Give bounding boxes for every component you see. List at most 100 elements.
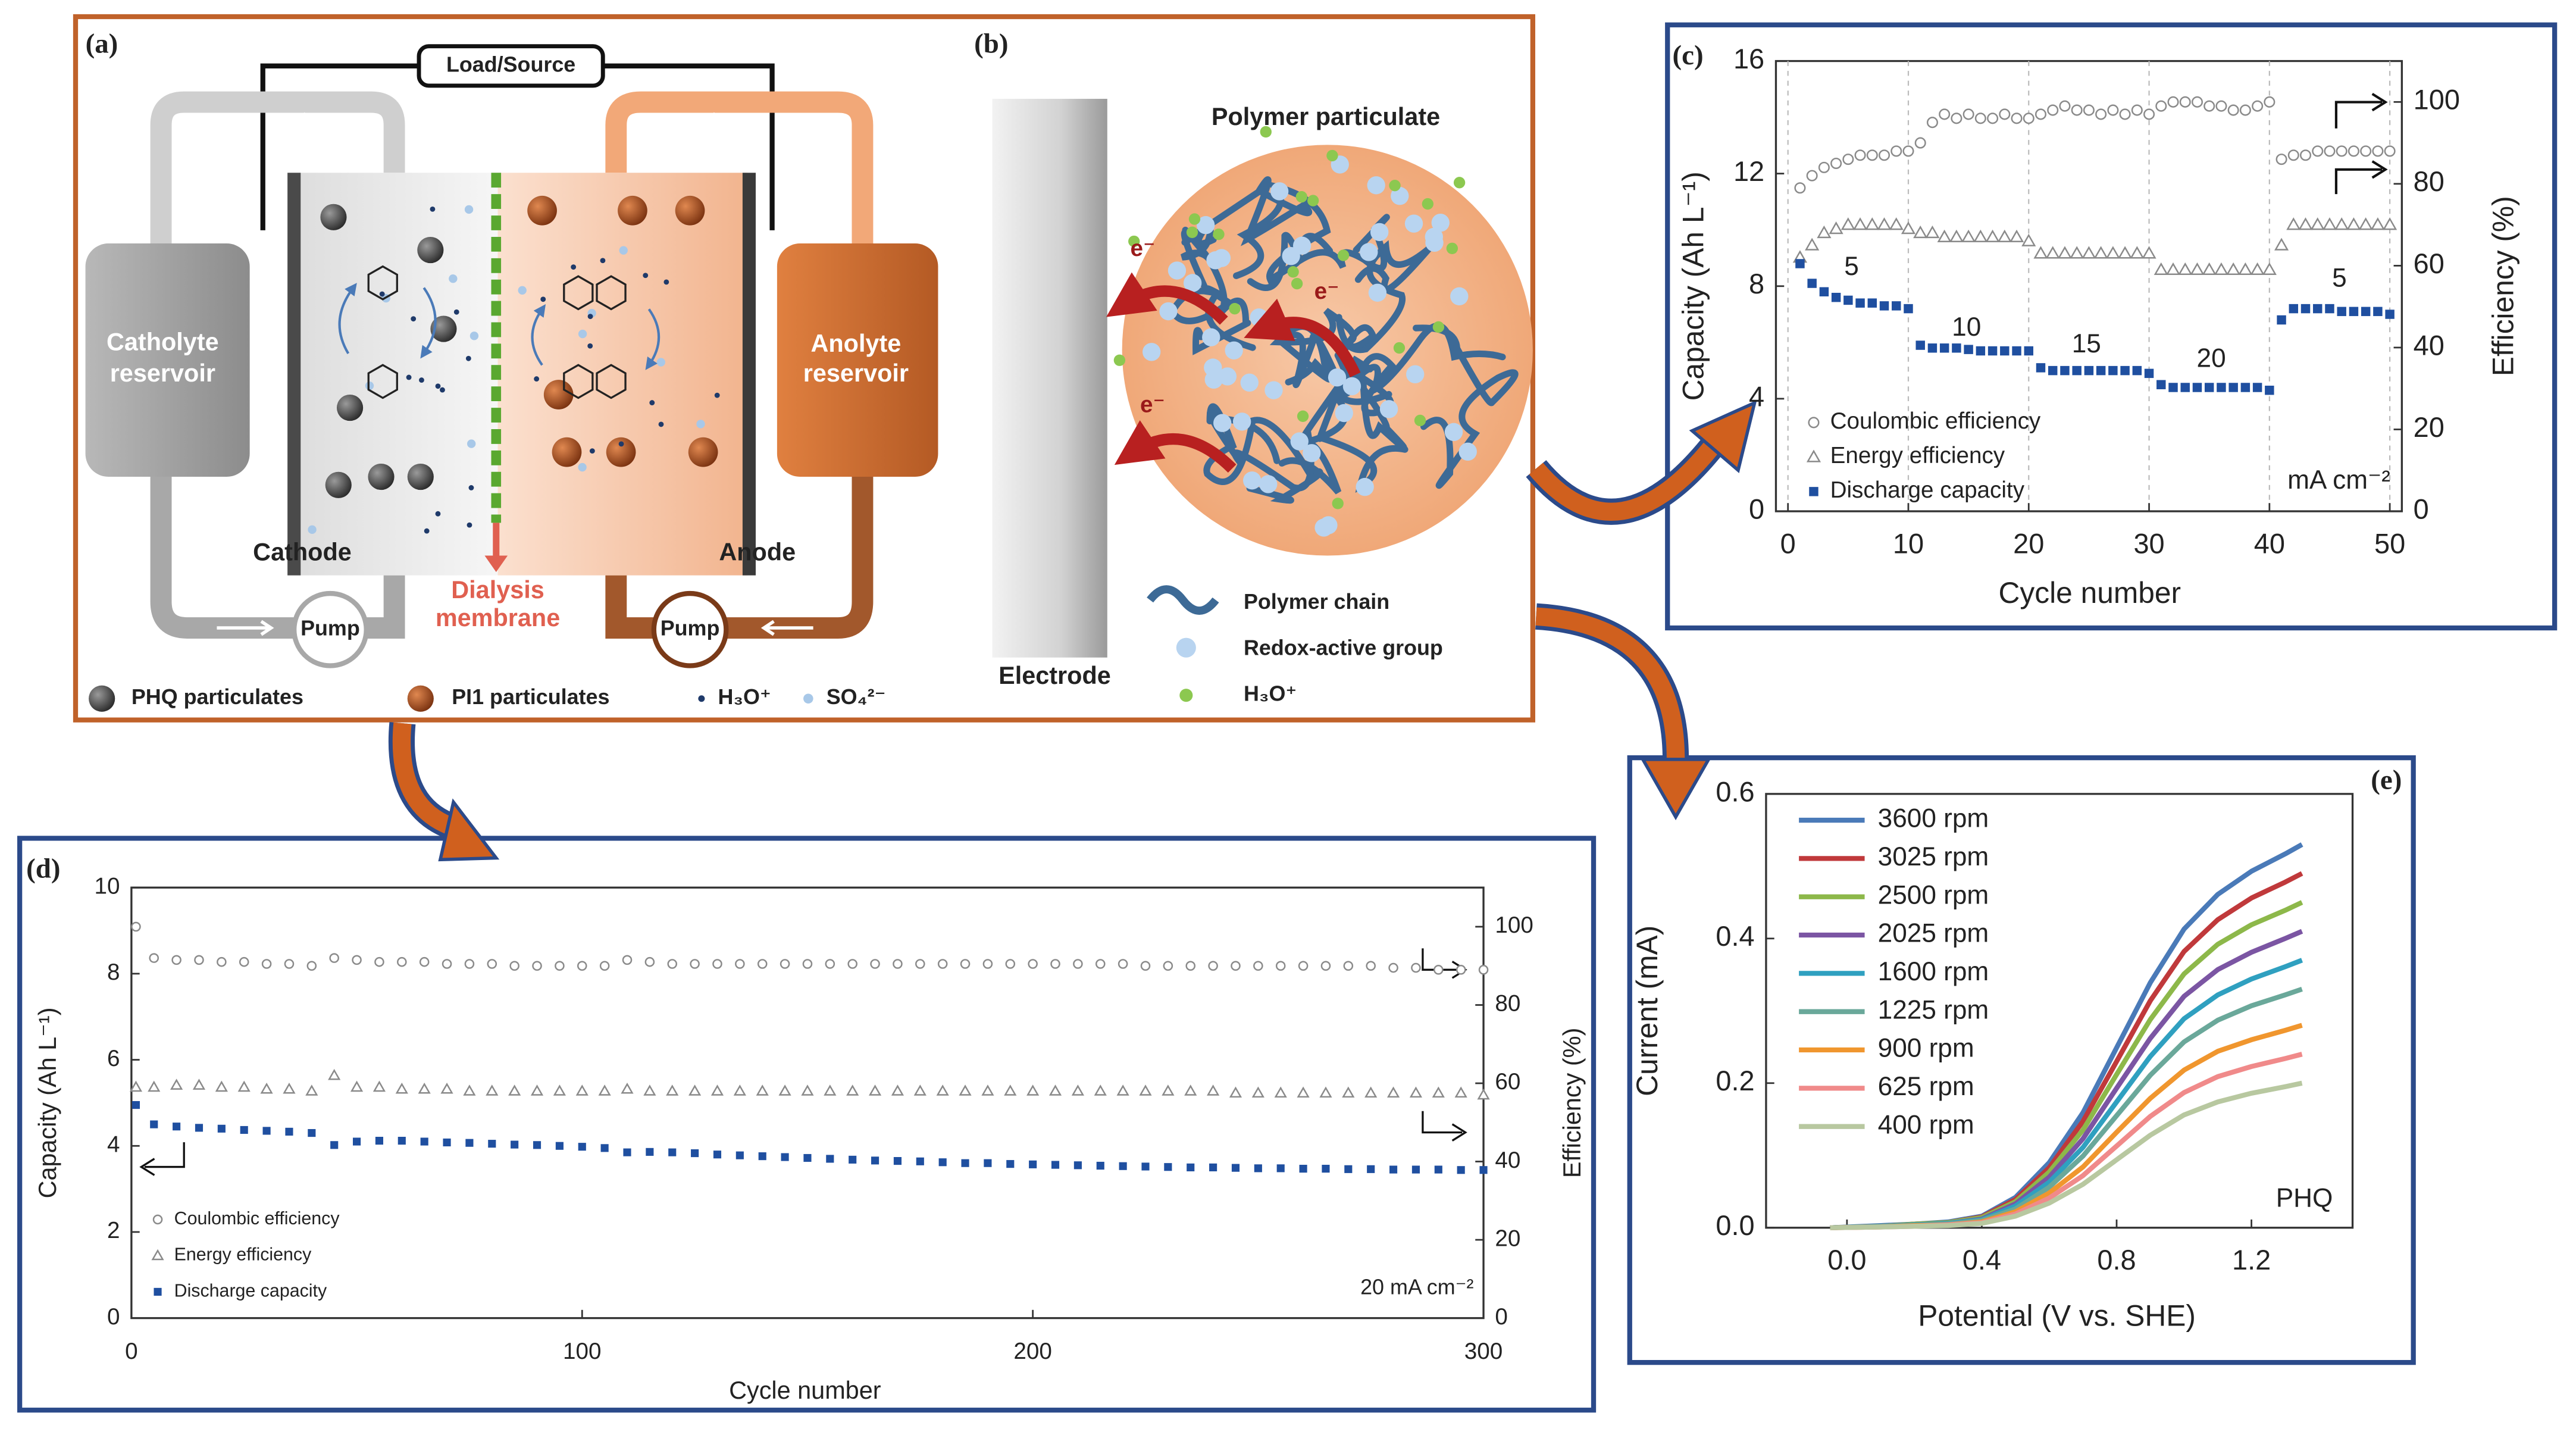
redox-group: [1328, 368, 1347, 387]
marker: [959, 1084, 972, 1096]
ion: [424, 528, 430, 534]
marker: [2132, 365, 2142, 376]
marker: [132, 1101, 140, 1109]
pipe: [150, 91, 405, 247]
marker: [936, 1084, 949, 1096]
marker: [1951, 112, 1962, 124]
marker: [1914, 137, 1926, 149]
legend-label: 625 rpm: [1878, 1072, 1974, 1101]
marker: [283, 1082, 296, 1094]
marker: [2274, 237, 2289, 251]
marker: [780, 959, 790, 969]
marker: [1949, 229, 1964, 242]
redox-group: [1314, 518, 1333, 537]
marker: [173, 1123, 181, 1131]
marker: [1795, 259, 1805, 268]
redox-group: [1292, 236, 1312, 255]
marker: [1319, 1086, 1332, 1098]
marker: [1209, 1163, 1217, 1171]
marker: [1961, 229, 1976, 242]
marker: [373, 1080, 386, 1092]
redox-group: [1143, 343, 1161, 361]
marker: [2191, 96, 2203, 108]
annotation: 20: [2197, 344, 2226, 373]
redox-group: [1184, 274, 1202, 292]
marker: [1297, 1086, 1310, 1098]
ion: [365, 381, 374, 390]
panel-label: (d): [26, 853, 60, 884]
redox-group: [1404, 214, 1423, 233]
marker: [2298, 217, 2313, 230]
marker: [217, 1124, 226, 1133]
marker: [1208, 961, 1218, 971]
proton: [1260, 126, 1272, 138]
marker: [397, 956, 407, 967]
phq-particle: [407, 463, 434, 490]
marker: [1071, 1084, 1084, 1096]
proton: [1128, 235, 1140, 248]
marker: [847, 959, 857, 969]
marker: [1999, 108, 2011, 120]
proton: [1113, 354, 1126, 366]
connector-arrows: [388, 399, 1757, 862]
marker: [1298, 961, 1309, 971]
y-tick-label: 12: [1733, 156, 1764, 187]
panel-b: (b) Electrode Polymer particulate e⁻ e⁻ …: [974, 28, 1533, 706]
marker: [1842, 154, 1854, 165]
redox-group: [1370, 223, 1389, 242]
y2-tick-label: 40: [2414, 330, 2444, 361]
wire: [260, 63, 775, 230]
marker: [1805, 237, 1820, 251]
curve: [1830, 1080, 2303, 1230]
marker: [2012, 346, 2021, 356]
marker: [1830, 157, 1842, 169]
marker: [1322, 1165, 1330, 1173]
marker: [1028, 959, 1038, 969]
redox-group: [1204, 358, 1222, 377]
catholyte-reservoir: [85, 243, 250, 477]
reservoir-label: reservoir: [803, 359, 909, 387]
marker: [2142, 246, 2156, 259]
marker: [2057, 246, 2073, 259]
ion: [430, 206, 436, 212]
molecule-ring: [367, 364, 398, 399]
marker: [1184, 1084, 1197, 1096]
y-tick-label: 0.2: [1716, 1065, 1754, 1096]
marker: [1119, 1162, 1127, 1170]
y2-axis-label: Efficiency (%): [1558, 1028, 1586, 1178]
marker: [735, 1151, 744, 1159]
phq-particle: [368, 463, 395, 490]
marker: [802, 959, 813, 969]
marker: [2300, 304, 2311, 314]
panel-c-frame: [1665, 22, 2558, 631]
redox-group: [1458, 442, 1477, 461]
proton: [1229, 302, 1241, 315]
phq-particle: [430, 315, 457, 342]
redox-group: [1242, 471, 1262, 490]
marker: [2033, 246, 2048, 259]
legend-label: Coulombic efficiency: [1830, 408, 2041, 434]
marker: [961, 1159, 969, 1167]
redox-group: [1368, 283, 1387, 302]
marker: [171, 955, 181, 965]
connector-head: [438, 798, 500, 862]
pi1-particle: [552, 437, 582, 467]
marker: [1974, 112, 1986, 124]
marker: [2349, 307, 2359, 317]
axis-pointer: [2334, 160, 2388, 195]
marker: [1964, 345, 1973, 354]
ion: [571, 264, 577, 270]
y-tick-label: 8: [107, 959, 120, 985]
marker: [2047, 104, 2059, 116]
flow-arrow: [217, 620, 274, 636]
polymer-chain: [1269, 308, 1378, 386]
marker: [1139, 1084, 1152, 1096]
marker: [1817, 225, 1832, 239]
ion: [696, 420, 705, 429]
marker: [2227, 104, 2239, 116]
marker: [871, 1156, 879, 1165]
marker: [2108, 365, 2118, 376]
marker: [262, 1127, 271, 1135]
marker: [352, 955, 362, 965]
x-tick-label: 0.0: [1827, 1245, 1866, 1275]
